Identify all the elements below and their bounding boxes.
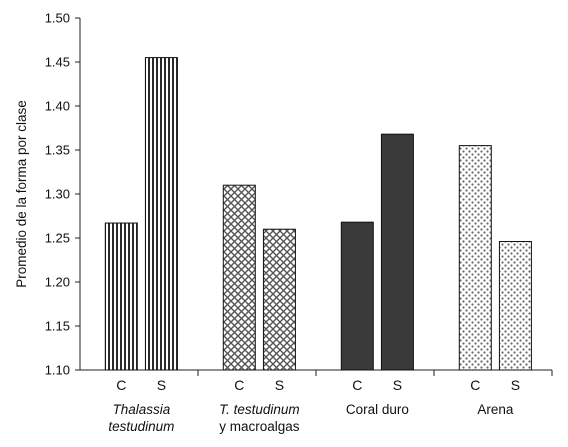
bar-0-s [144,57,178,371]
bar-3-s [498,241,532,371]
y-tick-label: 1.40 [45,99,70,114]
x-category-label: C [470,377,480,393]
bar-1-c [222,184,256,371]
y-tick-label: 1.25 [45,231,70,246]
labels: 1.10 1.15 1.20 1.25 1.30 1.35 1.40 1.45 1.50 Prom… [14,11,520,435]
y-tick-label: 1.10 [45,363,70,378]
bars [104,57,532,371]
x-category-label: S [393,377,402,393]
y-tick-label: 1.15 [45,319,70,334]
y-tick-label: 1.20 [45,275,70,290]
x-category-label: S [157,377,166,393]
x-group-label: T. testudinum [219,402,300,417]
x-group-label: Coral duro [346,402,409,417]
bar-2-c [340,221,374,371]
x-group-label: Thalassia [112,402,170,417]
x-category-label: C [234,377,244,393]
x-group-label: y macroalgas [219,419,300,434]
x-category-label: S [511,377,520,393]
y-tick-label: 1.30 [45,187,70,202]
y-tick-label: 1.45 [45,55,70,70]
y-tick-label: 1.35 [45,143,70,158]
x-group-label: Arena [477,402,514,417]
bar-1-s [262,228,296,371]
bar-3-c [458,145,492,371]
x-category-label: C [116,377,126,393]
bar-2-s [380,133,414,371]
bar-0-c [104,222,138,371]
y-axis-title: Promedio de la forma por clase [14,100,29,288]
x-category-label: S [275,377,284,393]
x-group-label: testudinum [108,419,174,434]
y-tick-label: 1.50 [45,11,70,26]
x-category-label: C [352,377,362,393]
